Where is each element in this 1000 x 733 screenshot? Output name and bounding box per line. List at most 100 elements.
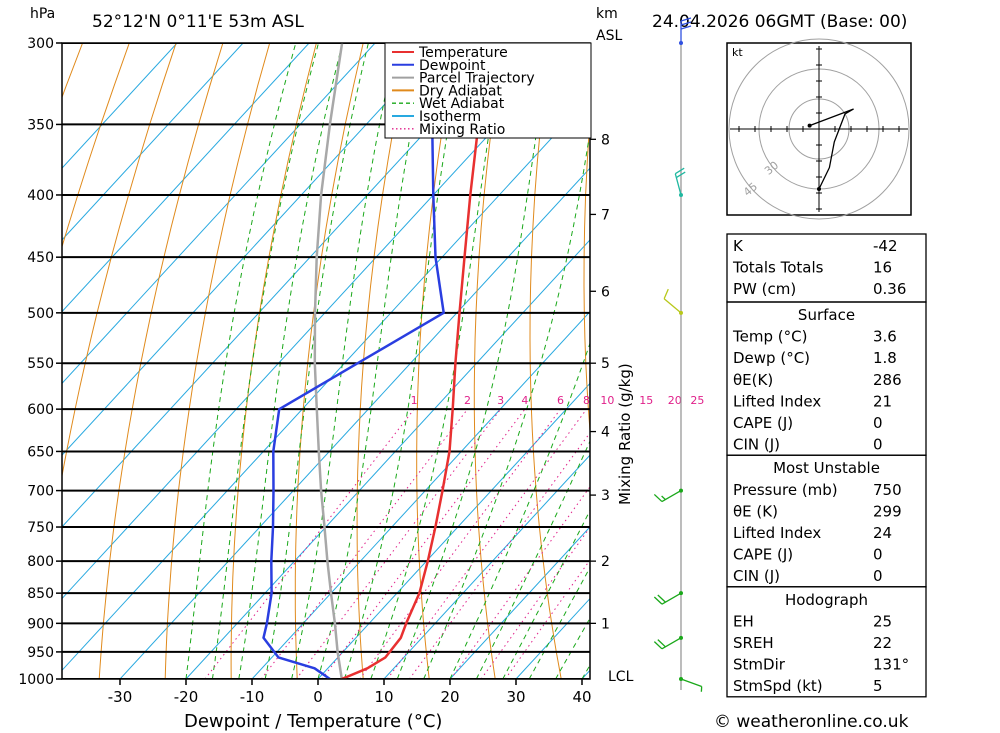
mixing-ratio-line bbox=[504, 559, 590, 679]
surface-row-value: 0 bbox=[873, 414, 883, 432]
pressure-tick-label: 600 bbox=[27, 402, 54, 418]
wet-adiabat-line bbox=[449, 341, 590, 679]
dry-adiabat-line bbox=[583, 113, 590, 437]
km-tick-label: 2 bbox=[601, 554, 610, 570]
wind-barb bbox=[653, 488, 683, 503]
index-label: K bbox=[733, 237, 744, 255]
plot-frame bbox=[61, 42, 591, 680]
dry-adiabat-line bbox=[98, 43, 224, 679]
index-value: 16 bbox=[873, 259, 892, 277]
hodograph-table-row-value: 25 bbox=[873, 612, 892, 630]
wind-barb bbox=[679, 677, 703, 692]
isotherm-line bbox=[62, 43, 310, 313]
temp-tick-label: 0 bbox=[313, 688, 323, 706]
mixing-ratio-labels: 1 2 3 4 6 8 10 15 20 25 bbox=[411, 394, 705, 407]
legend-box bbox=[384, 42, 592, 139]
mixing-ratio-label: 15 bbox=[639, 394, 653, 407]
wind-barbs bbox=[653, 17, 703, 692]
mixing-ratio-label: 25 bbox=[690, 394, 704, 407]
surface-row-label: Dewp (°C) bbox=[733, 349, 810, 367]
most-unstable-row-label: Lifted Index bbox=[733, 524, 821, 542]
isotherm-line bbox=[62, 43, 244, 241]
legend-label: Dry Adiabat bbox=[419, 83, 502, 99]
pressure-tick-label: 300 bbox=[27, 36, 54, 52]
pressure-tick-label: 700 bbox=[27, 484, 54, 500]
pressure-tick-label: 850 bbox=[27, 586, 54, 602]
pressure-tick-label: 400 bbox=[27, 188, 54, 204]
mixing-ratio-line bbox=[359, 408, 561, 679]
mixing-ratio-label: 2 bbox=[464, 394, 471, 407]
dry-adiabat-line bbox=[925, 43, 1000, 679]
isotherm-line bbox=[317, 382, 590, 679]
isotherm-line bbox=[62, 43, 376, 385]
hodograph-table-title: Hodograph bbox=[785, 591, 868, 609]
surface-row-label: Temp (°C) bbox=[732, 328, 807, 346]
legend-label: Isotherm bbox=[419, 109, 481, 125]
surface-row-label: CAPE (J) bbox=[733, 414, 793, 432]
mixing-ratio-line bbox=[409, 431, 590, 679]
mixing-ratio-line bbox=[204, 408, 415, 679]
wet-adiabat-line bbox=[528, 566, 590, 679]
index-label: Totals Totals bbox=[732, 259, 824, 277]
temp-tick-label: -20 bbox=[174, 688, 199, 706]
hodograph-trace bbox=[809, 108, 854, 190]
km-tick-label: 6 bbox=[601, 284, 610, 300]
wind-barb bbox=[653, 635, 683, 650]
temp-tick-label: -30 bbox=[108, 688, 133, 706]
wind-barb bbox=[679, 17, 692, 45]
mixing-ratio-line bbox=[321, 408, 526, 679]
mixing-ratio-line bbox=[295, 408, 502, 679]
location-title: 52°12'N 0°11'E 53m ASL bbox=[92, 12, 304, 32]
surface-title: Surface bbox=[798, 306, 855, 324]
surface-row-value: 3.6 bbox=[873, 328, 897, 346]
hodograph-ring bbox=[728, 38, 910, 220]
pressure-tick-label: 950 bbox=[27, 645, 54, 661]
isotherm-line bbox=[62, 43, 178, 169]
index-label: PW (cm) bbox=[733, 280, 796, 298]
hodograph-table-row-value: 5 bbox=[873, 677, 883, 695]
legend-label: Mixing Ratio bbox=[419, 122, 505, 138]
surface-row-label: Lifted Index bbox=[733, 392, 821, 410]
wet-adiabat-line bbox=[291, 43, 398, 679]
hpa-unit-label: hPa bbox=[30, 6, 55, 22]
temp-tick-label: -10 bbox=[240, 688, 265, 706]
profile-layer bbox=[262, 43, 489, 679]
most-unstable-row-label: CAPE (J) bbox=[733, 546, 793, 564]
pressure-tick-label: 1000 bbox=[18, 672, 54, 688]
hodograph-table-row-value: 131° bbox=[873, 656, 909, 674]
lcl-label: LCL bbox=[608, 669, 634, 685]
surface-row-value: 21 bbox=[873, 392, 892, 410]
pressure-tick-label: 650 bbox=[27, 444, 54, 460]
most-unstable-row-value: 0 bbox=[873, 567, 883, 585]
wet-adiabat-line bbox=[211, 43, 319, 679]
mixing-ratio-label: 8 bbox=[583, 394, 590, 407]
surface-row-label: CIN (J) bbox=[733, 436, 780, 454]
surface-row-value: 1.8 bbox=[873, 349, 897, 367]
km-unit-label: km bbox=[596, 6, 618, 22]
mixing-ratio-line bbox=[480, 526, 590, 679]
parcel-trajectory-curve bbox=[313, 43, 344, 679]
most-unstable-row-label: Pressure (mb) bbox=[733, 481, 838, 499]
surface-row-value: 286 bbox=[873, 371, 902, 389]
dry-adiabat-line bbox=[164, 43, 271, 679]
surface-row-label: θE(K) bbox=[733, 371, 773, 389]
mixing-ratio-axis-title: Mixing Ratio (g/kg) bbox=[616, 363, 634, 505]
dewpoint-curve bbox=[262, 43, 459, 679]
most-unstable-row-label: θE (K) bbox=[733, 502, 778, 520]
asl-unit-label: ASL bbox=[596, 28, 622, 44]
wet-adiabat-line bbox=[264, 43, 369, 679]
mixing-ratio-label: 3 bbox=[497, 394, 504, 407]
km-tick-label: 3 bbox=[601, 488, 610, 504]
copyright-text: © weatheronline.co.uk bbox=[714, 712, 909, 732]
dry-adiabat-line bbox=[971, 43, 1000, 679]
wind-barb bbox=[674, 167, 686, 197]
wet-adiabat-line bbox=[502, 509, 590, 679]
mixing-ratio-label: 10 bbox=[600, 394, 614, 407]
index-value: -42 bbox=[873, 237, 898, 255]
legend-label: Wet Adiabat bbox=[419, 96, 505, 112]
km-tick-label: 8 bbox=[601, 132, 610, 148]
mixing-ratio-label: 1 bbox=[411, 394, 418, 407]
legend-label: Temperature bbox=[418, 45, 508, 61]
